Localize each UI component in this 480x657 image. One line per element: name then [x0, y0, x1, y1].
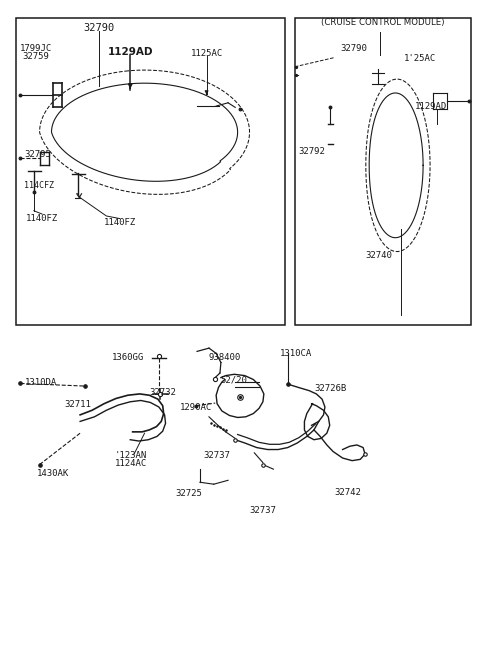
- Text: 938400: 938400: [209, 353, 241, 362]
- Text: 1129AD: 1129AD: [108, 47, 153, 57]
- Text: 32740: 32740: [365, 251, 392, 260]
- Text: 1140FZ: 1140FZ: [26, 214, 58, 223]
- Text: 32790: 32790: [84, 22, 115, 33]
- Text: '123AN: '123AN: [115, 451, 147, 460]
- Text: (CRUISE CONTROL MODULE): (CRUISE CONTROL MODULE): [322, 18, 445, 27]
- Text: 32795: 32795: [24, 150, 51, 159]
- Text: 114CFZ: 114CFZ: [24, 181, 54, 191]
- Text: 32725: 32725: [176, 489, 203, 498]
- Text: 1'25AC: 1'25AC: [404, 54, 436, 63]
- Text: 32790: 32790: [340, 44, 367, 53]
- Text: 1124AC: 1124AC: [115, 459, 147, 468]
- Text: 32732: 32732: [149, 388, 176, 397]
- Text: 1310DA: 1310DA: [24, 378, 57, 387]
- Text: 32711: 32711: [64, 400, 91, 409]
- Text: 32737: 32737: [250, 506, 276, 515]
- Text: 1360GG: 1360GG: [112, 353, 144, 362]
- Text: 1129AD: 1129AD: [415, 102, 447, 110]
- Text: 1430AK: 1430AK: [37, 469, 69, 478]
- Text: 1290AC: 1290AC: [180, 403, 212, 411]
- Text: 32792: 32792: [298, 147, 325, 156]
- Text: 1125AC: 1125AC: [191, 49, 223, 58]
- Text: 32726B: 32726B: [314, 384, 347, 393]
- Text: 32742: 32742: [335, 487, 361, 497]
- Bar: [295, 18, 471, 325]
- Text: 32737: 32737: [204, 451, 230, 460]
- Bar: [16, 18, 285, 325]
- Text: 1799JC: 1799JC: [20, 44, 52, 53]
- Text: 32759: 32759: [22, 52, 49, 61]
- Text: 1140FZ: 1140FZ: [104, 218, 136, 227]
- Text: 1310CA: 1310CA: [280, 349, 312, 358]
- Text: 52/20: 52/20: [221, 375, 248, 384]
